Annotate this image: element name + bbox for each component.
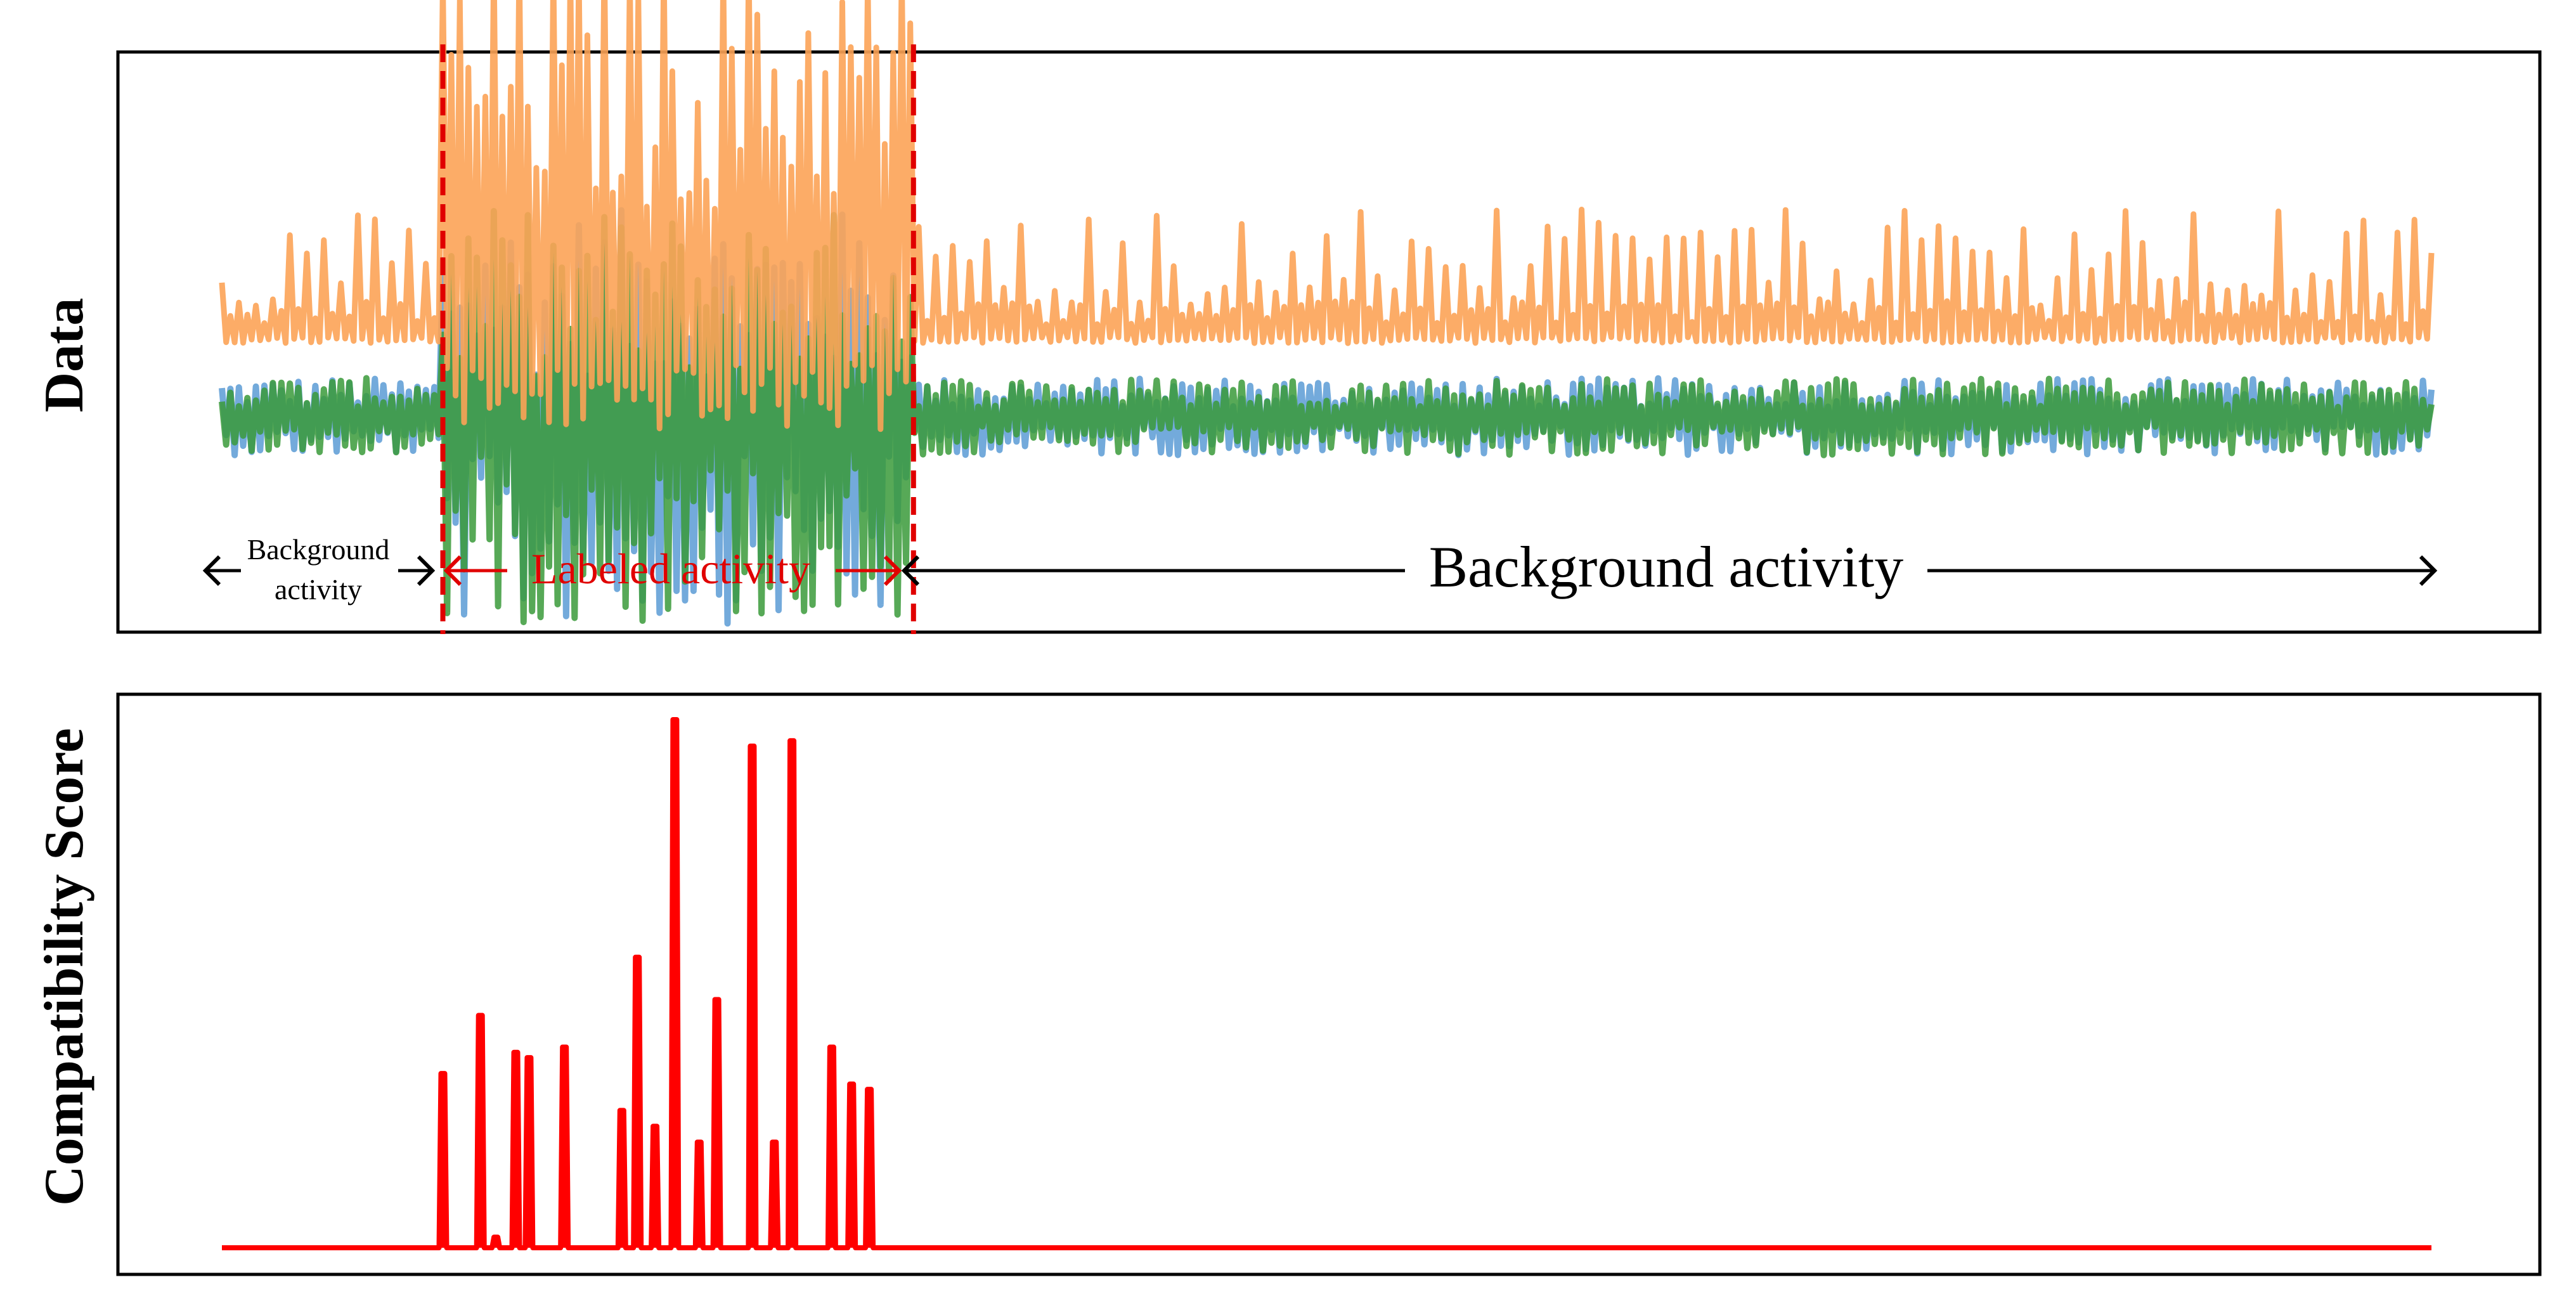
data-series-line-3: [219, 208, 2435, 626]
data-ylabel: Data: [34, 298, 95, 413]
compatibility-score-line: [222, 717, 2431, 1250]
score-ylabel: Compatibility Score: [34, 728, 95, 1206]
score-peak-12: [713, 999, 721, 1248]
data-panel: Background activity Labeled activity Bac…: [34, 0, 2542, 634]
right-background-annotation: Background activity: [901, 534, 2438, 599]
score-panel: Compatibility Score: [34, 692, 2542, 1276]
score-peak-6: [560, 1047, 569, 1248]
data-series-line-1: [219, 0, 2435, 432]
right-bg-arrowhead-right: [2419, 555, 2438, 586]
data-series-group: [219, 0, 2435, 627]
score-peak-16: [827, 1047, 836, 1248]
score-peak-2: [476, 1015, 484, 1248]
left-bg-arrowhead-right: [417, 555, 436, 586]
score-peak-14: [770, 1142, 779, 1248]
score-peak-18: [865, 1089, 874, 1248]
score-series-group: [222, 717, 2431, 1250]
left-background-annotation: Background activity: [202, 533, 436, 605]
score-peak-17: [848, 1084, 856, 1248]
score-peak-11: [695, 1142, 703, 1248]
score-peak-3: [492, 1237, 500, 1248]
right-background-label: Background activity: [1429, 534, 1904, 599]
labeled-arrowhead-left: [443, 555, 462, 586]
labeled-arrowhead-right: [883, 555, 902, 586]
right-bg-arrowhead-left: [901, 555, 920, 586]
score-peak-9: [651, 1126, 659, 1248]
labeled-activity-label: Labeled activity: [531, 545, 810, 593]
left-background-label-line1: Background: [247, 533, 390, 566]
labeled-activity-annotation: Labeled activity: [443, 545, 902, 593]
score-peak-8: [633, 957, 642, 1248]
score-peak-5: [525, 1058, 533, 1248]
score-panel-frame: [116, 692, 2542, 1276]
score-peak-4: [512, 1052, 520, 1248]
score-peak-13: [748, 746, 756, 1248]
score-peak-15: [788, 741, 796, 1248]
data-panel-frame: [116, 50, 2542, 634]
left-bg-arrowhead-left: [202, 555, 221, 586]
score-peak-7: [618, 1110, 626, 1248]
score-peak-10: [671, 720, 679, 1248]
left-background-label-line2: activity: [275, 573, 362, 605]
score-peak-1: [439, 1073, 447, 1248]
